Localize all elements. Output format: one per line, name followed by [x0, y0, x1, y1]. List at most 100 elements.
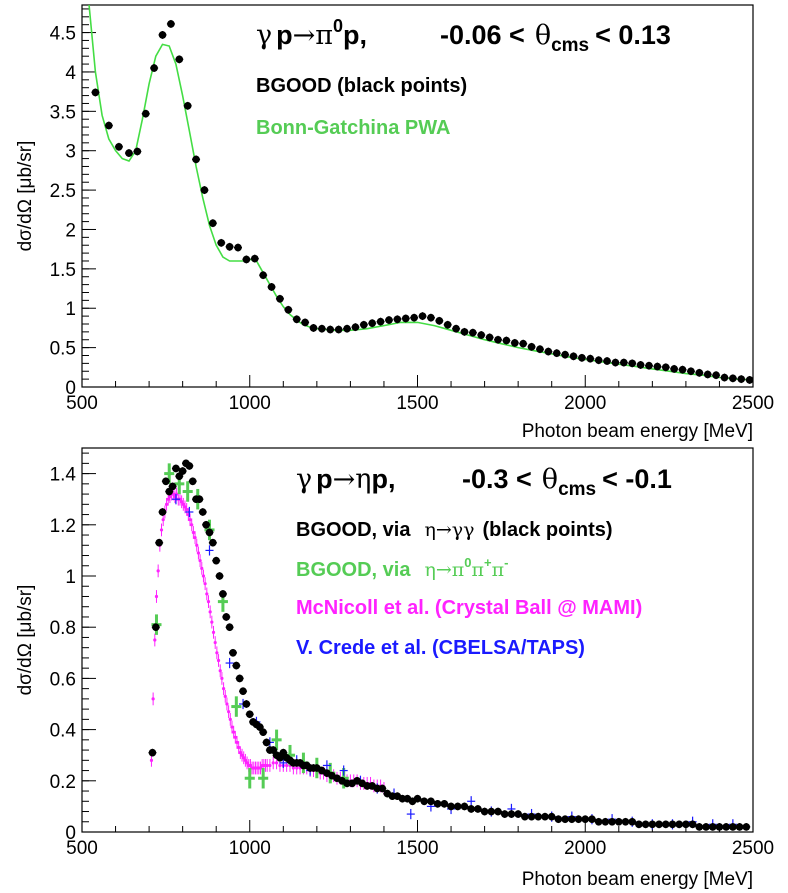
pi0-point-points: [485, 333, 494, 342]
pi0-point-points: [670, 364, 679, 373]
pi0-point-points: [376, 317, 385, 326]
eta-legend-3pi-sup0: 0: [464, 555, 471, 570]
eta-point-fine: [213, 636, 217, 649]
eta-x-tick-label: 1000: [229, 838, 271, 859]
pi0-point-points: [728, 374, 737, 383]
pi0-point-points: [426, 313, 435, 322]
eta-point-points: [648, 820, 657, 829]
pi0-point-points: [343, 324, 352, 333]
eta-series-cross: [171, 494, 737, 830]
eta-legend-bgood-gg-arrow: →: [436, 519, 452, 541]
pi0-legend-bgood: BGOOD (black points): [256, 75, 467, 97]
pi0-point-points: [678, 365, 687, 374]
pi0-title-gamma: γ: [256, 20, 272, 51]
eta-legend-3pi-arrow: →: [436, 559, 452, 581]
pi0-plot-frame: [81, 4, 754, 388]
eta-point-cross: [205, 545, 214, 556]
eta-legend-3pi-pim: π: [492, 559, 505, 581]
pi0-point-points: [527, 342, 536, 351]
eta-x-tick-label: 2000: [564, 838, 606, 859]
eta-point-points: [561, 815, 570, 824]
eta-point-points: [681, 820, 690, 829]
pi0-panel: 500 1000 1500 2000 250000.511.522.533.544.5 …: [15, 4, 774, 442]
eta-point-points: [426, 797, 435, 806]
pi0-point-points: [468, 328, 477, 337]
eta-point-points: [171, 464, 180, 473]
eta-point-fine: [183, 500, 187, 514]
eta-theta-range: -0.3 < θcms < -0.1: [462, 464, 672, 500]
eta-point-fine: [271, 756, 275, 770]
pi0-y-tick-label: 3: [65, 142, 76, 163]
pi0-point-points: [141, 109, 150, 118]
eta-point-fine: [245, 756, 249, 770]
eta-point-fine: [156, 564, 160, 578]
eta-point-points: [235, 674, 244, 683]
pi0-point-points: [401, 314, 410, 323]
eta-point-fine: [203, 577, 207, 591]
eta-point-points: [185, 462, 194, 470]
eta-point-points: [507, 810, 516, 818]
eta-point-fine: [200, 561, 204, 575]
eta-cms: cms: [558, 479, 596, 500]
eta-point-fine: [235, 736, 239, 749]
eta-x-tick-label: 2500: [732, 838, 774, 859]
eta-legend-3pi-pi0: π: [452, 559, 465, 581]
pi0-point-points: [594, 356, 603, 365]
pi0-range-low: -0.06 <: [440, 20, 525, 50]
pi0-point-points: [410, 313, 419, 322]
eta-point-points: [232, 661, 241, 670]
pi0-point-points: [326, 325, 335, 334]
eta-y-tick-label: 0.6: [50, 669, 76, 690]
eta-point-fine: [205, 587, 209, 601]
pi0-y-axis-title: dσ/dΩ [μb/sr]: [15, 141, 36, 252]
pi0-point-points: [586, 354, 595, 363]
pi0-title-zero: 0: [333, 16, 343, 36]
eta-point-points: [239, 687, 248, 696]
pi0-point-points: [393, 315, 402, 324]
pi0-point-points: [452, 324, 461, 333]
pi0-point-points: [91, 88, 100, 97]
pi0-point-points: [351, 323, 360, 332]
pi0-point-points: [644, 361, 653, 370]
eta-point-points: [259, 728, 268, 736]
eta-point-points: [715, 823, 724, 831]
pi0-point-points: [114, 142, 123, 151]
pi0-point-points: [577, 353, 586, 362]
eta-point-points: [473, 805, 482, 813]
eta-data: [148, 459, 751, 831]
eta-point-points: [195, 495, 204, 504]
pi0-point-points: [628, 359, 637, 368]
eta-point-cross: [182, 481, 193, 502]
eta-point-cross: [171, 494, 180, 505]
pi0-title-p1: p: [276, 20, 293, 50]
eta-point-points: [440, 800, 449, 808]
pi0-y-tick-label: 3.5: [50, 102, 76, 123]
pi0-point-points: [653, 362, 662, 371]
eta-y-tick-label: 1.4: [50, 465, 77, 486]
eta-point-points: [574, 815, 583, 824]
eta-point-points: [487, 807, 496, 816]
pi0-point-points: [502, 336, 511, 345]
pi0-point-points: [477, 331, 486, 339]
eta-legend-bgood-gg-eta: η: [424, 519, 435, 541]
eta-ticks: 500 1000 1500 2000 2500 0 0.2 0.4 0.6 0.8 1 1.2 1.4: [50, 452, 774, 859]
eta-point-points: [655, 820, 664, 829]
eta-title-gamma: γ: [296, 464, 312, 495]
eta-point-fine: [208, 605, 212, 619]
pi0-point-points: [695, 368, 704, 377]
eta-point-fine: [218, 664, 222, 678]
eta-point-fine: [164, 497, 169, 511]
eta-point-points: [262, 738, 271, 747]
pi0-point-points: [317, 324, 326, 333]
eta-point-fine: [232, 725, 236, 739]
pi0-series-points: [91, 19, 753, 384]
eta-point-points: [228, 648, 237, 657]
pi0-cms: cms: [551, 35, 589, 56]
eta-point-fine: [268, 759, 272, 772]
eta-point-points: [151, 623, 160, 632]
pi0-point-points: [636, 361, 645, 369]
eta-point-cross: [322, 760, 331, 771]
eta-point-fine: [159, 523, 164, 537]
eta-point-fine: [181, 497, 185, 511]
